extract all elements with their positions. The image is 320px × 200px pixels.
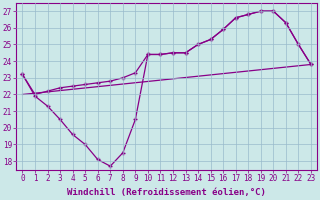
X-axis label: Windchill (Refroidissement éolien,°C): Windchill (Refroidissement éolien,°C) xyxy=(67,188,266,197)
